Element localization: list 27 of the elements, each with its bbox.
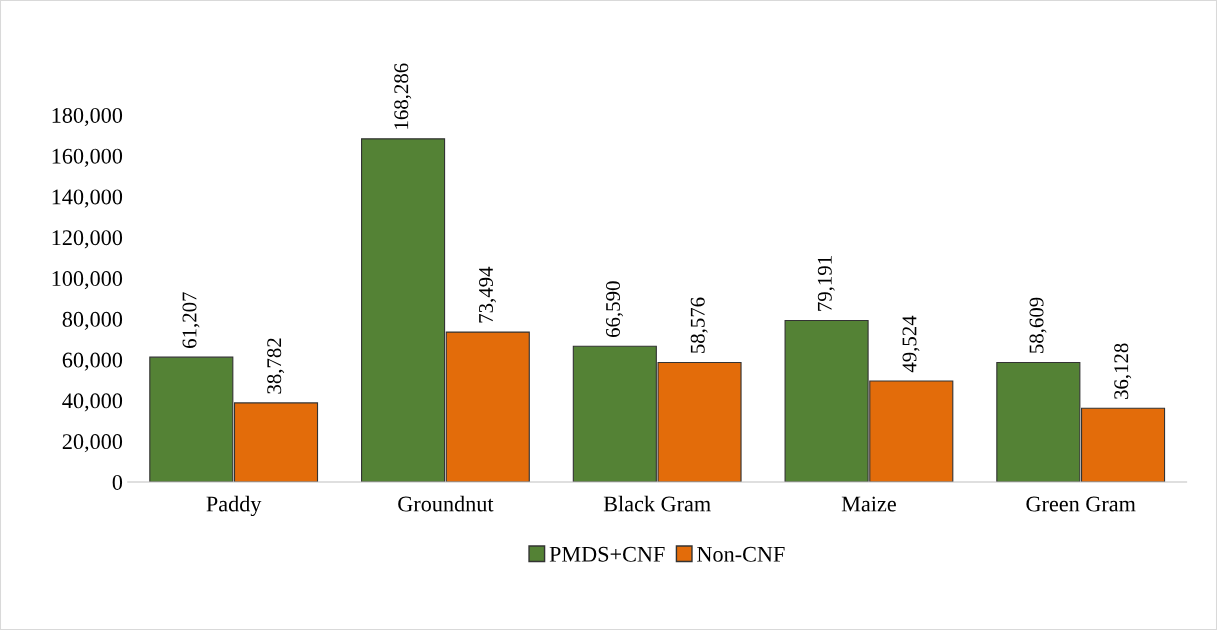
data-label: 66,590 xyxy=(605,281,624,337)
data-label: 61,207 xyxy=(182,292,200,348)
legend-label: PMDS+CNF xyxy=(549,546,665,562)
data-label: 49,524 xyxy=(902,315,920,373)
data-label: 73,494 xyxy=(478,266,496,323)
x-tick-label: Green Gram xyxy=(1026,496,1136,512)
y-tick-label: 160,000 xyxy=(52,148,123,167)
y-tick-label: 60,000 xyxy=(62,352,123,371)
y-tick-label: 140,000 xyxy=(52,189,123,208)
y-tick-label: 180,000 xyxy=(52,107,123,127)
y-tick-label: 40,000 xyxy=(62,393,123,412)
x-tick-label: Paddy xyxy=(206,495,262,517)
data-label: 79,191 xyxy=(817,256,835,311)
y-tick-label: 20,000 xyxy=(62,434,123,453)
y-tick-label: 120,000 xyxy=(52,230,123,249)
x-tick-label: Maize xyxy=(841,496,896,512)
data-label: 38,782 xyxy=(267,338,285,394)
data-label: 36,128 xyxy=(1114,343,1132,399)
data-label: 58,609 xyxy=(1029,297,1047,353)
data-label: 58,576 xyxy=(690,297,708,353)
y-tick-label: 0 xyxy=(112,474,123,490)
data-label: 168,286 xyxy=(394,63,412,129)
legend-label: Non-CNF xyxy=(697,546,785,562)
x-tick-label: Groundnut xyxy=(398,495,494,512)
y-tick-label: 100,000 xyxy=(52,271,123,290)
x-tick-label: Black Gram xyxy=(603,495,711,512)
y-tick-label: 80,000 xyxy=(62,311,123,330)
